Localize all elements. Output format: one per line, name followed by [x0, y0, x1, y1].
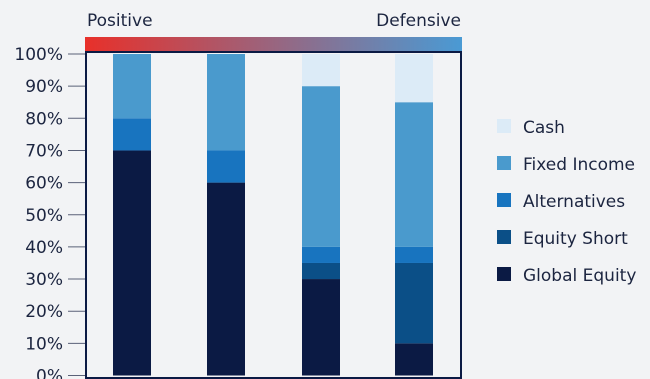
y-tick-label: 50% — [25, 206, 63, 226]
legend-swatch — [497, 193, 511, 207]
bar-segment-global-equity — [302, 279, 340, 375]
y-tick-label: 10% — [25, 334, 63, 354]
y-axis: 0% 10% 20% 30% 40% 50% 60% 70% 80% 90% 100% — [14, 45, 86, 379]
y-tick-label: 60% — [25, 174, 63, 194]
legend-swatch — [497, 119, 511, 133]
legend-label: Alternatives — [523, 192, 625, 212]
bar-segment-cash — [395, 54, 433, 102]
legend-label: Fixed Income — [523, 155, 635, 175]
bar-segment-cash — [302, 54, 340, 86]
legend-label: Cash — [523, 118, 565, 138]
y-tick-label: 30% — [25, 270, 63, 290]
y-tick-label: 80% — [25, 109, 63, 129]
bar-segment-fixed-income — [113, 54, 151, 118]
defensive-label: Defensive — [376, 11, 461, 31]
legend-label: Global Equity — [523, 266, 636, 286]
y-tick-label: 70% — [25, 141, 63, 161]
y-tick-label: 90% — [25, 77, 63, 97]
positive-defensive-gradient-bar — [85, 37, 462, 51]
bars-group — [113, 54, 433, 376]
bar-segment-alternatives — [207, 150, 245, 182]
legend-swatch — [497, 230, 511, 244]
y-tick-label: 0% — [36, 367, 63, 379]
legend-swatch — [497, 267, 511, 281]
bar-segment-equity-short — [395, 263, 433, 343]
bar-segment-fixed-income — [207, 54, 245, 150]
bar-segment-global-equity — [113, 150, 151, 375]
legend-label: Equity Short — [523, 229, 628, 249]
bar-segment-alternatives — [395, 247, 433, 263]
bar-segment-equity-short — [302, 263, 340, 279]
y-tick-label: 20% — [25, 302, 63, 322]
bar-segment-global-equity — [207, 183, 245, 376]
legend: Cash Fixed Income Alternatives Equity Short… — [497, 118, 636, 286]
bar-segment-alternatives — [302, 247, 340, 263]
bar-segment-fixed-income — [302, 86, 340, 247]
bar-segment-global-equity — [395, 343, 433, 375]
legend-swatch — [497, 156, 511, 170]
y-tick-label: 100% — [14, 45, 63, 65]
bar-segment-alternatives — [113, 118, 151, 150]
positive-label: Positive — [87, 11, 153, 31]
y-tick-label: 40% — [25, 238, 63, 258]
bar-segment-fixed-income — [395, 102, 433, 247]
